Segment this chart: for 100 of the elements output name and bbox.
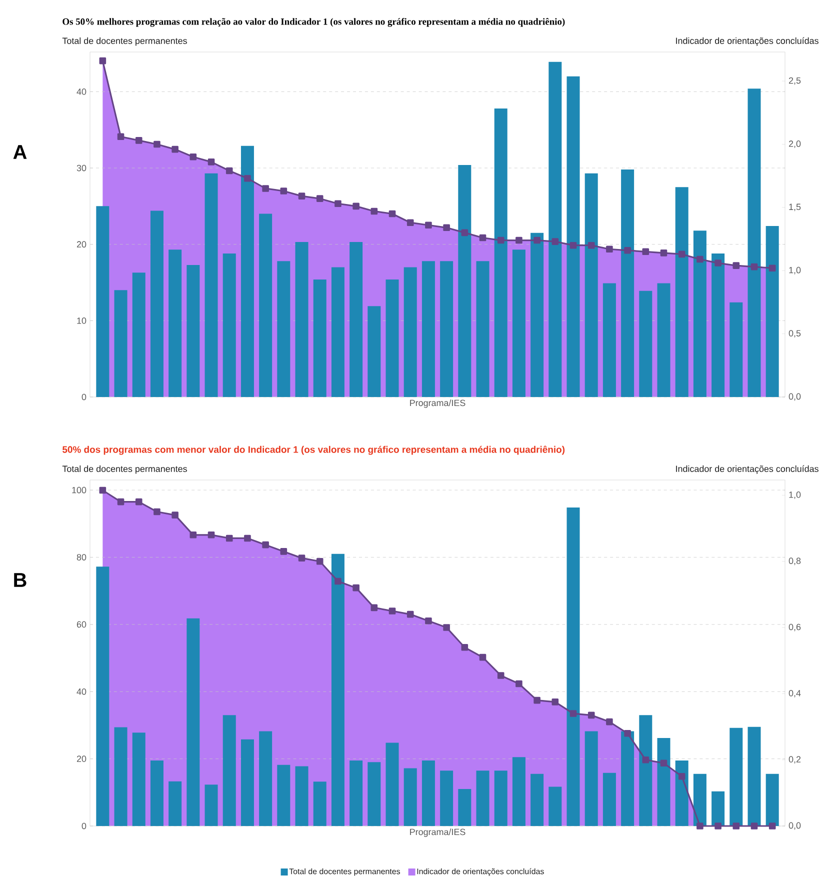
- y-tick-label: 0: [82, 822, 86, 830]
- bar: [621, 170, 634, 397]
- y2-tick-label: 0,2: [788, 756, 801, 764]
- y-tick-label: 80: [76, 554, 86, 560]
- y2-tick-label: 0,4: [788, 690, 801, 698]
- bar: [730, 728, 743, 826]
- y2-tick-label: 0,8: [788, 558, 801, 566]
- bar: [675, 760, 688, 826]
- bar: [422, 261, 435, 397]
- bar: [331, 267, 344, 397]
- bar: [168, 781, 182, 826]
- bar: [530, 774, 544, 826]
- y2-tick-label: 1,5: [789, 204, 801, 212]
- bar: [566, 76, 580, 397]
- bar: [114, 290, 128, 397]
- y-tick-label: 20: [76, 241, 86, 248]
- y-tick-label: 30: [76, 164, 86, 172]
- bar: [657, 738, 670, 826]
- y-tick-label: 0: [82, 394, 86, 400]
- bar: [168, 250, 182, 397]
- bar: [240, 739, 254, 826]
- bar: [368, 306, 381, 397]
- bar: [96, 206, 110, 397]
- bar: [476, 261, 490, 397]
- y-tick-label: 40: [76, 688, 86, 695]
- bar: [277, 764, 290, 826]
- bar: [476, 770, 490, 826]
- y-tick-label: 20: [76, 756, 86, 762]
- x-axis-title: Programa/IES: [410, 400, 466, 408]
- bar: [222, 254, 236, 397]
- bar: [313, 782, 326, 826]
- bar: [386, 279, 399, 397]
- bar: [602, 283, 616, 397]
- bar: [386, 742, 399, 826]
- bar: [114, 727, 128, 826]
- bar: [404, 267, 417, 397]
- y2-tick-label: 2,5: [788, 77, 801, 85]
- y2-tick-label: 1,0: [789, 492, 801, 499]
- bar: [530, 232, 544, 397]
- y2-tick-label: 0,5: [788, 330, 801, 338]
- bar: [204, 173, 218, 397]
- x-axis-title: Programa/IES: [410, 828, 466, 837]
- bar: [584, 173, 598, 397]
- bar: [657, 283, 670, 397]
- bar: [548, 786, 562, 826]
- y2-tick-label: 1,0: [789, 266, 801, 274]
- bar: [639, 290, 652, 397]
- bar: [404, 768, 417, 826]
- chart-title: 50% dos programas com menor valor do Indicador 1 (os valores no gráfico representam a média no quadriênio): [62, 446, 565, 455]
- bar: [96, 566, 110, 826]
- y-axis-title: Total de docentes permanentes: [62, 465, 187, 474]
- text: A: [13, 145, 27, 159]
- bar: [584, 731, 598, 826]
- bar: [458, 164, 472, 397]
- text: B: [14, 573, 26, 587]
- bar: [350, 242, 363, 397]
- bar: [132, 272, 146, 397]
- bar: [621, 731, 634, 826]
- y-axis-title: Total de docentes permanentes: [62, 37, 187, 46]
- bar: [150, 210, 164, 397]
- bar: [512, 757, 526, 826]
- bar: [186, 264, 200, 397]
- bar: [748, 88, 761, 397]
- bar: [440, 770, 454, 826]
- y-tick-label: 100: [72, 486, 86, 494]
- bar: [295, 766, 308, 826]
- bar: [494, 770, 508, 826]
- bar: [693, 230, 706, 397]
- bar: [766, 774, 779, 826]
- bar: [548, 62, 562, 397]
- bar: [458, 789, 472, 826]
- bar: [494, 108, 508, 397]
- bar: [748, 726, 761, 826]
- bar: [422, 760, 435, 826]
- bar: [222, 715, 236, 826]
- bar: [150, 760, 164, 826]
- y-tick-label: 60: [76, 621, 86, 628]
- bar: [313, 279, 326, 397]
- bar: [204, 784, 218, 826]
- y2-axis-title: Indicador de orientações concluídas: [676, 37, 818, 46]
- bar: [186, 618, 200, 826]
- bar: [512, 250, 526, 397]
- bar: [602, 772, 616, 826]
- y2-tick-label: 0,0: [788, 393, 801, 401]
- bar: [730, 302, 743, 397]
- bar: [277, 261, 290, 397]
- bar: [766, 226, 779, 397]
- bar: [712, 791, 725, 826]
- y2-tick-label: 0,0: [788, 822, 801, 830]
- y-tick-label: 40: [76, 88, 86, 95]
- bar: [639, 715, 652, 826]
- bar: [368, 762, 381, 826]
- y2-axis-title: Indicador de orientações concluídas: [676, 465, 818, 474]
- bar: [331, 554, 344, 826]
- bar: [259, 214, 272, 397]
- bar: [259, 731, 272, 826]
- bar: [693, 774, 706, 826]
- bar: [240, 146, 254, 397]
- y2-tick-label: 0,6: [788, 624, 801, 632]
- bar: [675, 187, 688, 397]
